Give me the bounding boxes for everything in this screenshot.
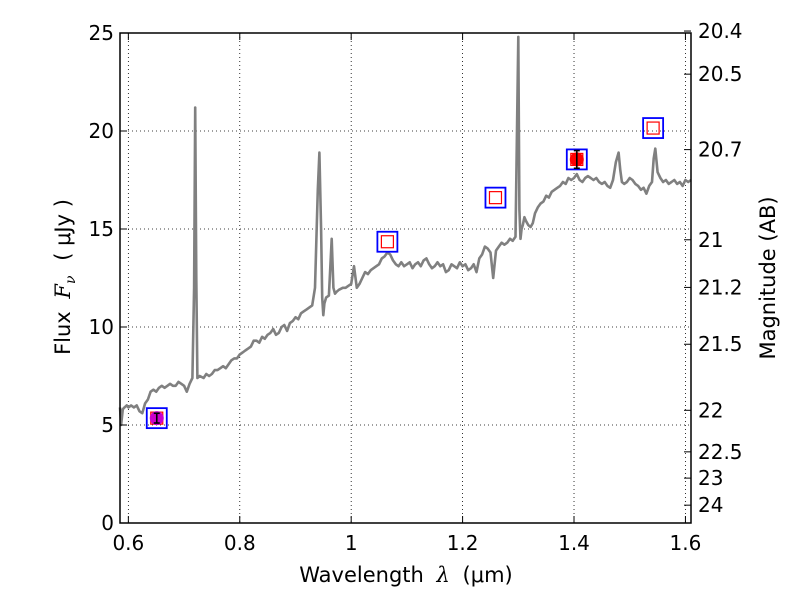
x-tick-label: 1.4 xyxy=(558,531,590,555)
x-tick-label: 1.6 xyxy=(670,531,702,555)
spectrum-line xyxy=(118,35,692,427)
y2-tick-label: 22 xyxy=(698,398,723,422)
y-tick-label: 15 xyxy=(89,217,114,241)
x-tick-label: 0.6 xyxy=(112,531,144,555)
photometry-points xyxy=(149,149,584,426)
y2-tick-label: 24 xyxy=(698,493,723,517)
y-tick-label: 10 xyxy=(89,315,114,339)
model-box-outer xyxy=(376,230,399,253)
y2-axis-ticks: 20.4 20.5 20.7 21 21.2 21.5 22 22.523 24 xyxy=(684,19,743,517)
y-tick-label: 5 xyxy=(101,413,114,437)
x-tick-label: 1 xyxy=(345,531,358,555)
x-tick-label: 1.2 xyxy=(447,531,479,555)
y2-tick-label: 20.5 xyxy=(698,62,743,86)
x-tick-label: 0.8 xyxy=(224,531,256,555)
y-tick-label: 0 xyxy=(101,511,114,535)
x-axis-label: Wavelength λ (μm) xyxy=(299,563,512,587)
y2-tick-label: 22.5 xyxy=(698,440,743,464)
model-box-outer xyxy=(484,186,507,209)
model-box-inner xyxy=(380,235,394,249)
y-axis-label: Flux Fν ( μJy ) xyxy=(51,199,80,355)
y2-tick-label: 21.2 xyxy=(698,275,743,299)
y2-tick-label: 21.5 xyxy=(698,332,743,356)
y2-tick-label: 20.7 xyxy=(698,138,743,162)
grid-lines xyxy=(120,32,691,524)
y2-tick-label: 23 xyxy=(698,466,723,490)
y-axis-ticks: 0 5 10 15 20 25 xyxy=(89,21,127,535)
model-box-outer xyxy=(642,117,665,139)
x-axis-ticks: 0.6 0.8 1 1.2 1.4 1.6 xyxy=(112,33,701,555)
y2-axis-label: Magnitude (AB) xyxy=(756,196,780,359)
model-box-markers xyxy=(145,117,665,430)
spectrum-series xyxy=(118,35,692,427)
model-box-outer xyxy=(565,148,588,171)
y-tick-label: 20 xyxy=(89,119,114,143)
plot-frame xyxy=(119,32,692,524)
model-box-inner xyxy=(488,191,503,205)
y-tick-label: 25 xyxy=(89,21,114,45)
model-box-outer xyxy=(145,407,168,430)
model-box-inner xyxy=(646,121,660,135)
y2-tick-label: 20.4 xyxy=(698,19,743,43)
y2-tick-label: 21 xyxy=(698,228,723,252)
